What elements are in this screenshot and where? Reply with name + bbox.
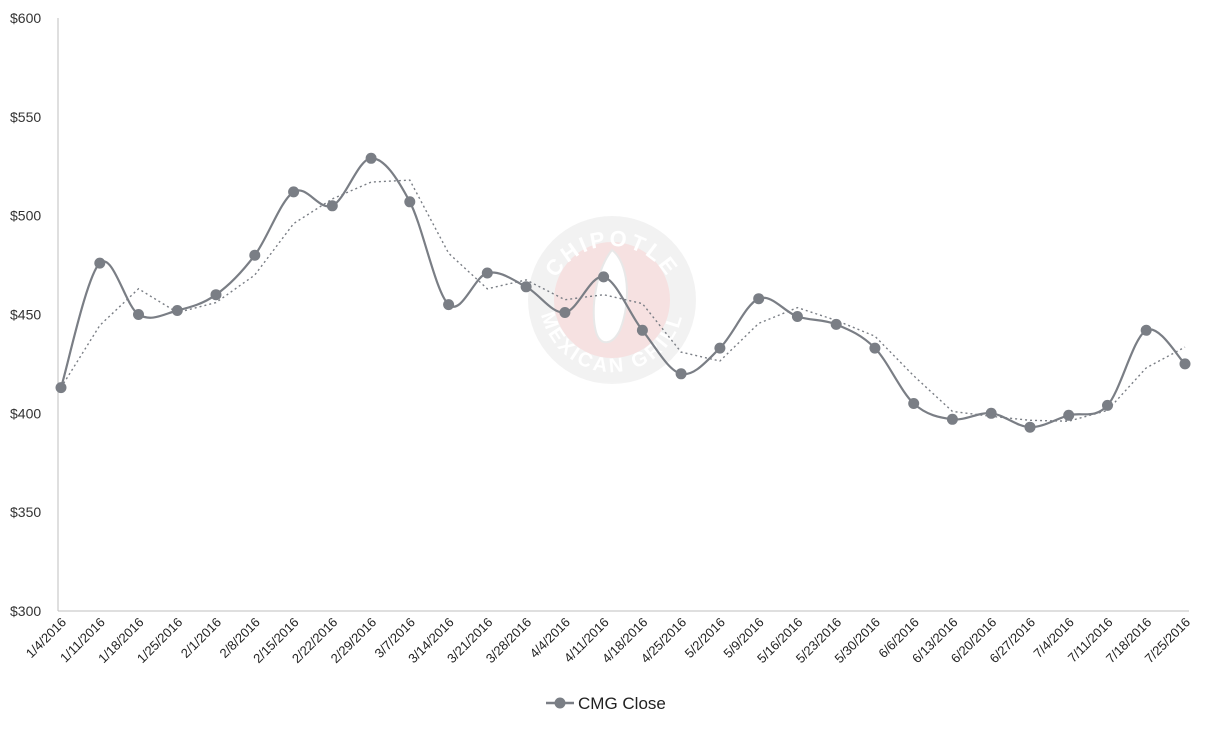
data-point — [94, 257, 106, 269]
data-point — [520, 281, 532, 293]
data-point — [288, 186, 300, 198]
x-tick-label: 5/2/2016 — [682, 615, 728, 661]
data-point — [908, 398, 920, 409]
axes — [57, 18, 1189, 612]
data-point — [171, 305, 183, 316]
y-tick-label: $600 — [10, 10, 41, 26]
data-point — [443, 299, 455, 311]
data-point — [249, 249, 261, 261]
y-tick-label: $550 — [10, 109, 41, 125]
data-point — [326, 200, 338, 212]
y-tick-label: $300 — [10, 603, 41, 619]
data-point — [1024, 421, 1036, 433]
series-cmg-close — [55, 152, 1191, 433]
data-point — [714, 342, 726, 354]
y-tick-labels: $300 $350 $400 $450 $500 $550 $600 — [10, 10, 41, 619]
y-tick-label: $500 — [10, 208, 41, 224]
data-point — [791, 311, 803, 322]
data-point — [1179, 358, 1191, 370]
data-point — [1063, 409, 1075, 421]
x-tick-labels: 1/4/20161/11/20161/18/20161/25/20162/1/2… — [23, 615, 1193, 667]
data-point — [1102, 399, 1113, 411]
y-tick-label: $350 — [10, 504, 41, 520]
data-point — [404, 196, 416, 208]
trendline — [60, 179, 1186, 422]
trendline-path — [60, 179, 1186, 422]
data-point — [598, 271, 610, 283]
legend: CMG Close — [546, 694, 666, 713]
legend-dot-marker — [554, 697, 566, 709]
x-tick-label: 2/1/2016 — [178, 615, 224, 661]
data-point — [830, 318, 842, 330]
data-point — [133, 309, 144, 320]
data-point — [869, 342, 881, 354]
data-point — [753, 293, 765, 305]
data-point — [946, 413, 958, 425]
data-point — [210, 289, 222, 301]
data-point — [675, 368, 687, 380]
legend-label: CMG Close — [578, 694, 666, 713]
data-point — [365, 152, 377, 164]
data-point — [55, 382, 67, 394]
data-point — [1140, 324, 1152, 336]
data-point — [636, 324, 648, 336]
chipotle-watermark-logo: CHIPOTLE MEXICAN GRILL — [528, 216, 696, 384]
data-point — [481, 267, 493, 279]
y-tick-label: $400 — [10, 405, 41, 421]
y-tick-label: $450 — [10, 307, 41, 323]
data-point — [985, 407, 997, 419]
data-point — [559, 307, 571, 318]
